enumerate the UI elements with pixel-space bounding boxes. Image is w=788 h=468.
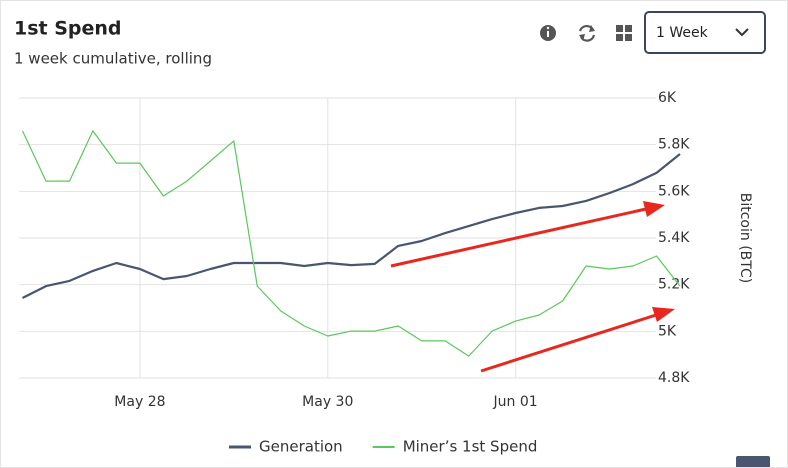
y-tick-label: 5K bbox=[658, 323, 677, 339]
plot: 4.8K 5K 5.2K 5.4K 5.6K 5.8K 6K May 28 May 30 Jun … bbox=[19, 90, 690, 410]
legend: Generation Miner’s 1st Spend bbox=[229, 438, 537, 456]
scroll-button[interactable] bbox=[736, 456, 770, 467]
y-axis-label: Bitcoin (BTC) bbox=[737, 193, 753, 284]
y-tick-label: 6K bbox=[658, 90, 677, 106]
series-line bbox=[21, 130, 681, 357]
period-dropdown[interactable]: 1 Week bbox=[644, 11, 766, 54]
period-label: 1 Week bbox=[656, 25, 709, 41]
x-tick-label: May 30 bbox=[302, 394, 353, 410]
y-tick-label: 5.8K bbox=[658, 137, 690, 153]
y-tick-label: 4.8K bbox=[658, 370, 690, 386]
y-tick-label: 5.6K bbox=[658, 183, 690, 199]
legend-label: Generation bbox=[259, 438, 343, 456]
x-tick-label: Jun 01 bbox=[493, 394, 538, 410]
annotation-arrows bbox=[390, 201, 675, 373]
info-icon[interactable] bbox=[540, 25, 556, 41]
y-tick-label: 5.2K bbox=[658, 277, 690, 293]
chart-title: 1st Spend bbox=[14, 18, 122, 40]
refresh-icon[interactable] bbox=[578, 24, 596, 42]
subtitle: 1 week cumulative, rolling bbox=[14, 50, 212, 68]
series-line bbox=[22, 153, 681, 299]
y-tick-label: 5.4K bbox=[658, 230, 690, 246]
grid-icon[interactable] bbox=[616, 25, 632, 41]
x-tick-label: May 28 bbox=[114, 394, 165, 410]
legend-label: Miner’s 1st Spend bbox=[403, 438, 538, 456]
